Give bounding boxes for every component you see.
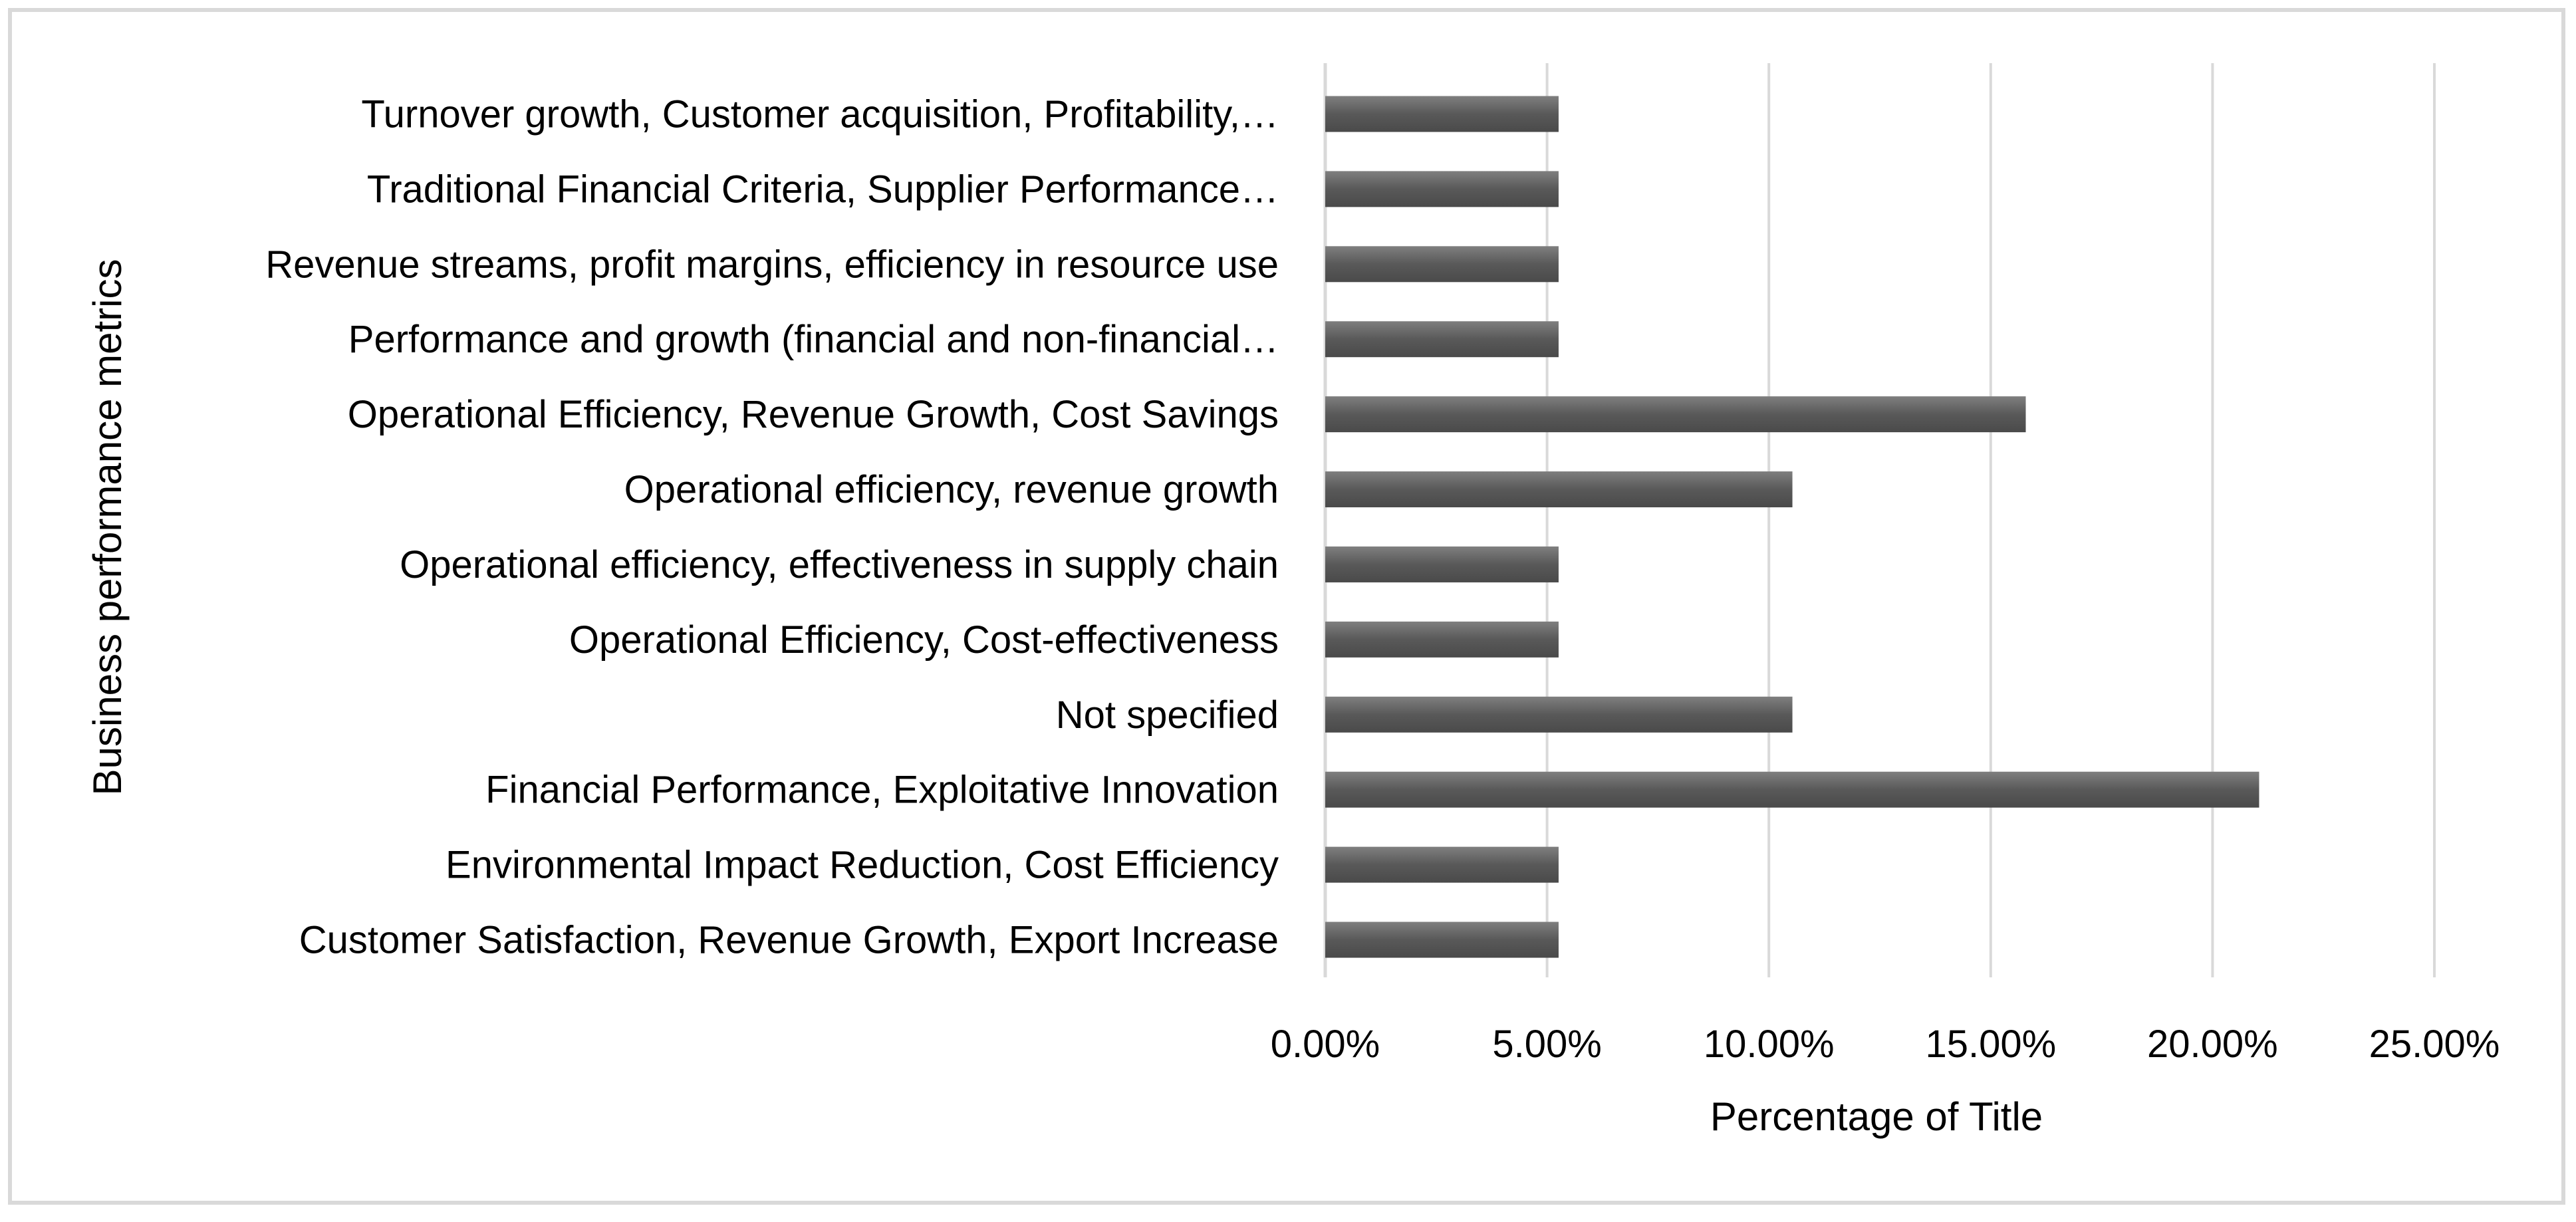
category-label: Operational Efficiency, Revenue Growth, …: [348, 393, 1279, 436]
x-axis-title: Percentage of Title: [1710, 1094, 2043, 1139]
category-labels: Turnover growth, Customer acquisition, P…: [265, 92, 1279, 961]
x-tick-label: 10.00%: [1704, 1023, 1835, 1066]
category-label: Traditional Financial Criteria, Supplier…: [367, 168, 1279, 211]
category-label: Not specified: [1056, 693, 1279, 737]
bar: [1325, 471, 1793, 508]
category-label: Customer Satisfaction, Revenue Growth, E…: [299, 919, 1279, 962]
bar: [1325, 921, 1559, 958]
bar: [1325, 246, 1559, 283]
y-axis-title: Business performance metrics: [85, 259, 130, 796]
bar: [1325, 321, 1559, 358]
bar: [1325, 621, 1559, 658]
bar: [1325, 171, 1559, 207]
x-tick-labels: 0.00% 5.00% 10.00% 15.00% 20.00% 25.00%: [1271, 1023, 2500, 1066]
bar: [1325, 546, 1559, 582]
category-label: Financial Performance, Exploitative Inno…: [485, 769, 1279, 812]
bar: [1325, 396, 2026, 433]
x-tick-label: 20.00%: [2147, 1023, 2278, 1066]
category-label: Operational efficiency, effectiveness in…: [400, 543, 1279, 586]
bars: [1325, 96, 2259, 958]
category-label: Operational Efficiency, Cost-effectivene…: [569, 618, 1279, 662]
x-tick-label: 15.00%: [1925, 1023, 2056, 1066]
bar: [1325, 846, 1559, 883]
category-label: Turnover growth, Customer acquisition, P…: [361, 92, 1279, 136]
category-label: Performance and growth (financial and no…: [348, 318, 1279, 361]
chart-frame: [8, 8, 2565, 1205]
category-label: Operational efficiency, revenue growth: [624, 468, 1279, 511]
bar: [1325, 96, 1559, 132]
x-tick-label: 0.00%: [1271, 1023, 1380, 1066]
category-label: Environmental Impact Reduction, Cost Eff…: [446, 844, 1279, 887]
x-tick-label: 5.00%: [1492, 1023, 1601, 1066]
bar: [1325, 696, 1793, 733]
x-tick-label: 25.00%: [2369, 1023, 2500, 1066]
category-label: Revenue streams, profit margins, efficie…: [265, 243, 1279, 286]
bar: [1325, 771, 2259, 808]
gridlines: [1323, 63, 2436, 977]
